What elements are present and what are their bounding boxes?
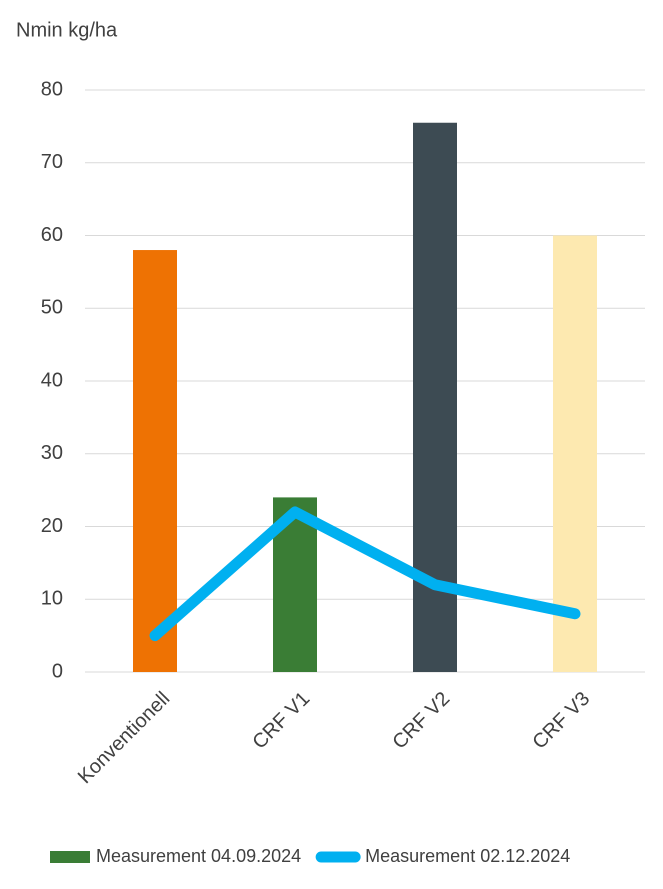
line: [149, 506, 581, 642]
x-tick-label: CRF V1: [248, 688, 314, 754]
legend-label: Measurement 04.09.2024: [96, 846, 301, 866]
legend-swatch: [50, 851, 90, 863]
y-tick-label: 80: [41, 78, 63, 100]
x-tick-label: CRF V3: [528, 688, 594, 754]
y-tick-label: 40: [41, 369, 63, 391]
y-tick-label: 0: [52, 660, 63, 682]
bar: [133, 250, 177, 673]
y-tick-label: 30: [41, 442, 63, 464]
x-tick-label: CRF V2: [388, 688, 454, 754]
y-tick-label: 70: [41, 151, 63, 173]
y-tick-label: 20: [41, 515, 63, 537]
x-tick-label: Konventionell: [74, 688, 174, 788]
y-tick-label: 60: [41, 224, 63, 246]
y-tick-label: 10: [41, 588, 63, 610]
legend-label: Measurement 02.12.2024: [365, 846, 570, 866]
y-axis-label: Nmin kg/ha: [16, 19, 118, 41]
y-tick-label: 50: [41, 297, 63, 319]
bar: [553, 235, 597, 672]
